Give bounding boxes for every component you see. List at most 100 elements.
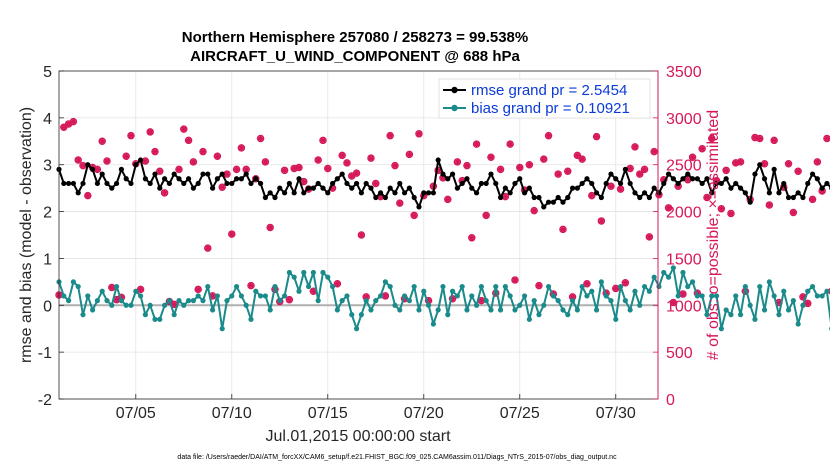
bias-point xyxy=(761,307,768,313)
obs-assimilated-marker xyxy=(194,286,202,293)
rmse-point xyxy=(800,194,806,201)
left-tick-label: 0 xyxy=(43,298,52,315)
rmse-point xyxy=(233,176,240,182)
x-tick-label: 07/30 xyxy=(596,405,636,422)
x-tick-label: 07/10 xyxy=(212,405,252,422)
bias-point xyxy=(65,298,72,304)
rmse-point xyxy=(229,180,235,187)
bias-point xyxy=(166,298,172,304)
obs-assimilated-marker xyxy=(94,166,101,173)
bias-point xyxy=(776,312,782,318)
rmse-point xyxy=(416,204,422,210)
rmse-point xyxy=(243,171,249,177)
rmse-point xyxy=(488,171,494,177)
obs-assimilated-marker xyxy=(228,230,235,238)
bias-point xyxy=(464,307,470,313)
rmse-point xyxy=(473,190,480,196)
bias-point xyxy=(406,298,412,304)
bias-point xyxy=(161,302,168,308)
rmse-point xyxy=(733,180,739,187)
rmse-point xyxy=(248,180,254,187)
right-tick-label: 1000 xyxy=(666,298,702,315)
bias-point xyxy=(718,326,724,332)
left-tick-label: -2 xyxy=(38,392,52,409)
bias-point xyxy=(795,321,801,327)
rmse-point xyxy=(641,190,648,196)
bias-point xyxy=(603,293,609,299)
bias-point xyxy=(373,298,379,304)
bias-point xyxy=(704,312,710,318)
obs-assimilated-marker xyxy=(218,184,226,191)
obs-assimilated-marker xyxy=(223,170,231,178)
obs-assimilated-marker xyxy=(718,205,725,212)
rmse-point xyxy=(670,176,676,182)
obs-assimilated-marker xyxy=(665,204,672,212)
bias-point xyxy=(517,302,523,308)
rmse-point xyxy=(320,185,326,191)
obs-assimilated-marker xyxy=(660,176,667,183)
rmse-point xyxy=(637,194,643,201)
obs-assimilated-marker xyxy=(804,300,811,307)
bias-point xyxy=(733,293,739,299)
obs-assimilated-marker xyxy=(175,166,183,173)
rmse-point xyxy=(238,176,244,182)
rmse-point xyxy=(675,180,681,187)
bias-point xyxy=(267,307,273,313)
bias-point xyxy=(617,283,624,290)
obs-assimilated-marker xyxy=(809,196,816,203)
bias-point xyxy=(680,269,686,276)
bias-point xyxy=(541,302,547,308)
obs-assimilated-marker xyxy=(506,140,514,148)
rmse-point xyxy=(483,180,489,187)
bias-point xyxy=(728,312,734,318)
rmse-point xyxy=(147,180,153,187)
rmse-point xyxy=(718,180,724,187)
bias-point xyxy=(545,283,552,290)
obs-assimilated-marker xyxy=(266,224,274,231)
chart-title-line-2: AIRCRAFT_U_WIND_COMPONENT @ 688 hPa xyxy=(190,48,520,65)
obs-assimilated-marker xyxy=(487,154,495,161)
obs-assimilated-marker xyxy=(142,157,149,165)
bias-point xyxy=(190,298,196,304)
obs-assimilated-marker xyxy=(372,180,379,187)
right-tick-label: 2000 xyxy=(666,205,702,222)
bias-point xyxy=(416,307,422,313)
rmse-point xyxy=(694,176,700,182)
obs-assimilated-marker xyxy=(79,162,87,169)
bias-point xyxy=(325,274,331,280)
legend: rmse grand pr = 2.5454 bias grand pr = 0… xyxy=(438,78,651,119)
rmse-point xyxy=(661,180,667,187)
bias-point xyxy=(709,293,715,299)
obs-assimilated-marker xyxy=(598,217,605,225)
rmse-point xyxy=(133,162,139,168)
rmse-point xyxy=(99,171,105,177)
rmse-point xyxy=(627,180,633,187)
rmse-point xyxy=(104,180,110,187)
obs-assimilated-marker xyxy=(775,299,783,306)
right-axis-label: # of obs: o=possible; ×=assimilated xyxy=(705,110,722,360)
obs-assimilated-marker xyxy=(233,166,240,173)
bias-point xyxy=(195,293,201,299)
rmse-point xyxy=(526,185,532,191)
obs-assimilated-marker xyxy=(588,192,595,199)
obs-assimilated-marker xyxy=(290,165,298,172)
rmse-point xyxy=(286,180,292,187)
obs-assimilated-marker xyxy=(338,152,346,159)
rmse-point xyxy=(589,180,595,187)
rmse-point xyxy=(593,190,600,196)
obs-assimilated-marker xyxy=(478,297,485,304)
rmse-point xyxy=(545,199,552,205)
obs-assimilated-marker xyxy=(689,154,696,161)
legend-rmse-swatch-marker xyxy=(451,86,458,94)
bias-point xyxy=(685,283,691,290)
chart-title-line-1: Northern Hemisphere 257080 / 258273 = 99… xyxy=(182,29,528,46)
rmse-point xyxy=(353,180,360,187)
bias-point xyxy=(656,283,662,290)
obs-assimilated-marker xyxy=(790,209,797,216)
bias-point xyxy=(253,288,259,294)
obs-assimilated-marker xyxy=(540,155,547,163)
right-axis-ticks: 0 500 1000 1500 2000 2500 3000 3500 xyxy=(653,64,702,409)
rmse-point xyxy=(728,185,734,191)
bias-point xyxy=(469,293,475,299)
